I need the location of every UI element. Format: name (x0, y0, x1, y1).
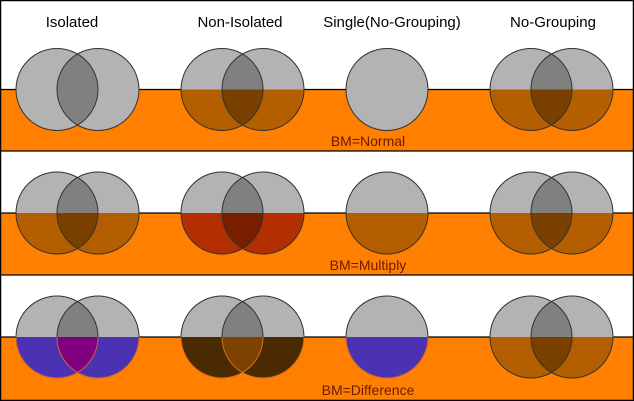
circle-outline (530, 171, 614, 213)
overlap-lens (222, 48, 263, 131)
circle-outline (15, 337, 99, 379)
circle-outline (56, 171, 140, 213)
circle-outline (221, 337, 305, 379)
lens-bottom (531, 213, 572, 254)
circle-outline (15, 89, 99, 131)
circle-outline (56, 89, 140, 131)
circle-outline (221, 89, 305, 131)
circle-outline (56, 48, 140, 90)
circle-outline (345, 48, 429, 90)
circle-outline (489, 171, 573, 213)
lens-top (531, 48, 572, 90)
overlap-lens (531, 296, 572, 378)
circle-group (489, 295, 614, 379)
column-header: No-Grouping (510, 14, 596, 31)
circle-group (345, 171, 429, 255)
circle-outline (180, 89, 264, 131)
circle-group (345, 295, 429, 379)
circle-outline (221, 48, 305, 90)
circle-outline (15, 213, 99, 255)
lens-top (222, 48, 263, 90)
lens-top (57, 296, 98, 337)
overlap-lens (57, 48, 98, 131)
row-bm-difference: BM=Difference (0, 295, 634, 400)
circle-group (489, 171, 614, 255)
blend-mode-label: BM=Difference (322, 382, 415, 398)
circle-group (15, 295, 140, 379)
circle-outline (56, 213, 140, 255)
row-bm-multiply: BM=Multiply (0, 171, 634, 276)
circle-outline (221, 213, 305, 255)
circle-outline (530, 48, 614, 90)
lens-top (531, 172, 572, 213)
circle-outline (180, 295, 264, 337)
overlap-lens (222, 172, 263, 254)
overlap-lens (222, 296, 263, 378)
lens-bottom (57, 337, 98, 378)
circle-group (180, 171, 305, 255)
circle-outline (530, 295, 614, 337)
circle-outline (180, 171, 264, 213)
column-header: Single(No-Grouping) (323, 14, 461, 31)
circle-outline (15, 295, 99, 337)
circle-outline (15, 48, 99, 90)
blend-mode-label: BM=Multiply (330, 257, 407, 273)
lens-bottom (222, 89, 263, 131)
circle-outline (221, 295, 305, 337)
circle-outline (345, 337, 429, 379)
circle-outline (56, 337, 140, 379)
circle-outline (15, 171, 99, 213)
lens-bottom (57, 213, 98, 254)
circle-outline (180, 213, 264, 255)
circle-bottom (346, 337, 428, 378)
circle-outline (221, 171, 305, 213)
circle-outline (530, 213, 614, 255)
column-header: Non-Isolated (197, 14, 282, 31)
lens-bottom (222, 213, 263, 254)
circle-top (346, 172, 428, 213)
circle-outline (180, 337, 264, 379)
circle-group (345, 48, 429, 131)
circle-group (15, 171, 140, 255)
circle-outline (530, 337, 614, 379)
circle-group (15, 48, 140, 131)
overlap-lens (531, 48, 572, 131)
row-bm-normal: BM=Normal (0, 48, 634, 152)
circle-outline (489, 89, 573, 131)
lens-top (57, 172, 98, 213)
lens-bottom (222, 337, 263, 378)
circle-outline (489, 295, 573, 337)
circle-top (346, 296, 428, 337)
circle-outline (180, 48, 264, 90)
circle-outline (56, 295, 140, 337)
lens-top (222, 296, 263, 337)
lens-bottom (57, 89, 98, 131)
circle-outline (345, 295, 429, 337)
overlap-lens (531, 172, 572, 254)
circle-group (489, 48, 614, 131)
circle-outline (530, 89, 614, 131)
circle-outline (489, 48, 573, 90)
lens-top (57, 48, 98, 90)
overlap-lens (57, 296, 98, 378)
lens-bottom (531, 89, 572, 131)
circle-bottom (346, 89, 428, 131)
column-header: Isolated (46, 14, 99, 31)
circle-outline (345, 213, 429, 255)
blend-mode-label: BM=Normal (331, 133, 405, 149)
circle-top (346, 48, 428, 90)
circle-outline (489, 213, 573, 255)
circle-bottom (346, 213, 428, 254)
circle-group (180, 295, 305, 379)
lens-top (222, 172, 263, 213)
circle-outline (345, 171, 429, 213)
overlap-lens (57, 172, 98, 254)
circle-outline (345, 89, 429, 131)
lens-top (531, 296, 572, 337)
lens-bottom (531, 337, 572, 378)
circle-group (180, 48, 305, 131)
circle-outline (489, 337, 573, 379)
